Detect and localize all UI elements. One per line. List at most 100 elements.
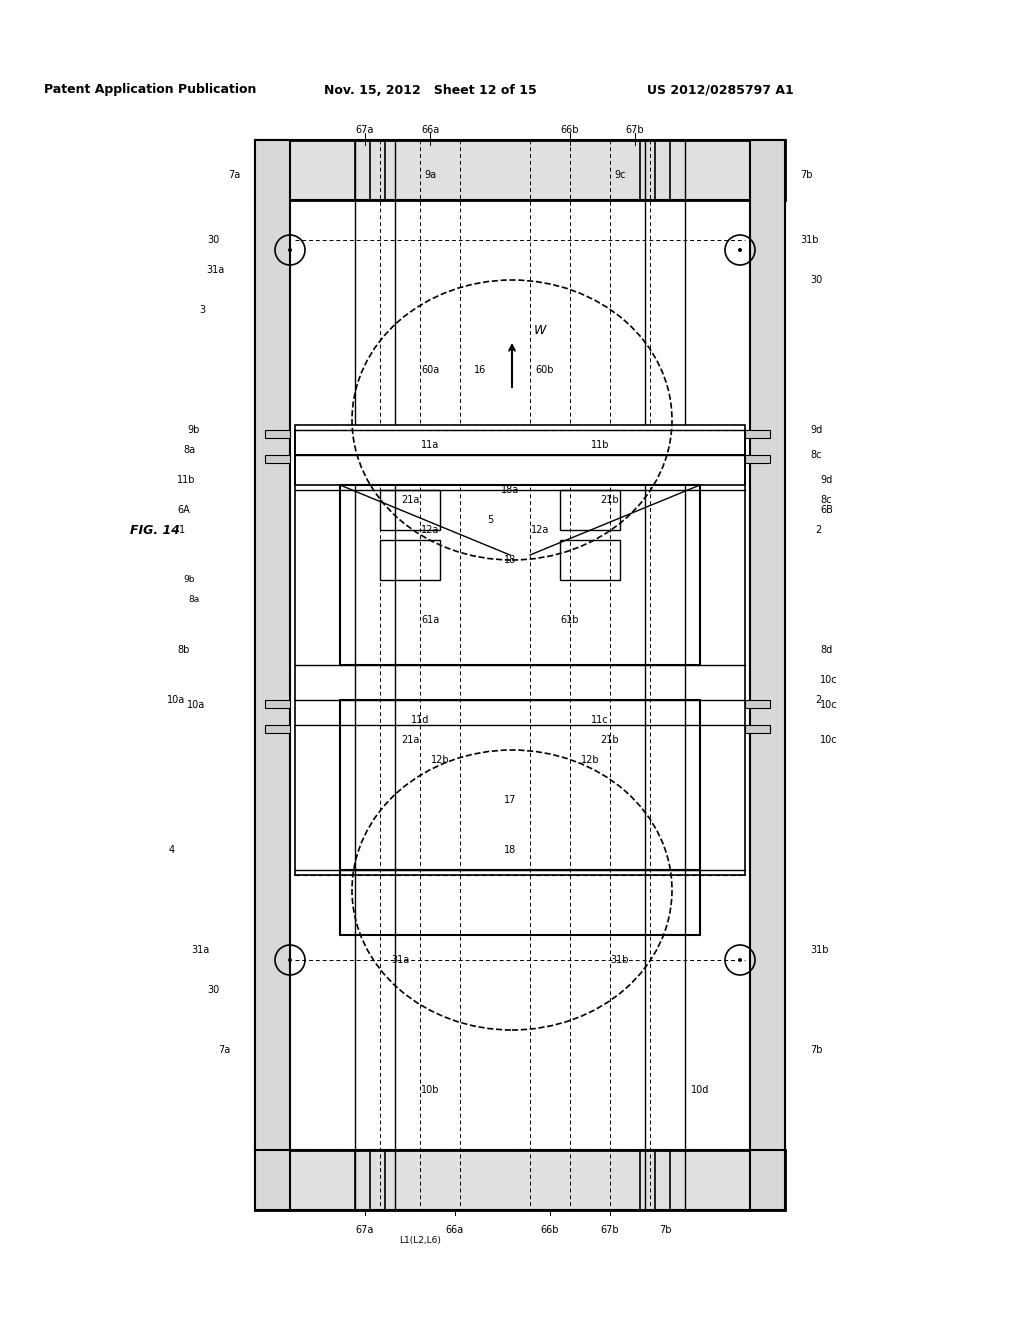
Text: 16: 16 xyxy=(474,366,486,375)
Text: 8c: 8c xyxy=(820,495,831,506)
Text: 1: 1 xyxy=(179,525,185,535)
Bar xyxy=(745,725,770,733)
Text: 9a: 9a xyxy=(424,170,436,180)
Text: 8a: 8a xyxy=(183,445,195,455)
Text: 2: 2 xyxy=(815,525,821,535)
Text: L1(L2,L6): L1(L2,L6) xyxy=(399,1236,441,1245)
Text: 11d: 11d xyxy=(411,715,429,725)
Text: 66b: 66b xyxy=(541,1225,559,1236)
Text: 21b: 21b xyxy=(601,735,620,744)
Text: 12a: 12a xyxy=(530,525,549,535)
Bar xyxy=(255,140,785,1210)
Bar xyxy=(265,430,290,438)
Text: 67a: 67a xyxy=(355,125,374,135)
Text: 9b: 9b xyxy=(187,425,200,436)
Text: 30: 30 xyxy=(208,985,220,995)
Circle shape xyxy=(288,248,292,252)
Text: 31b: 31b xyxy=(610,954,630,965)
Text: 11b: 11b xyxy=(176,475,195,484)
Text: 11a: 11a xyxy=(421,440,439,450)
Text: 8b: 8b xyxy=(177,645,190,655)
Text: 66a: 66a xyxy=(421,125,439,135)
Text: 67b: 67b xyxy=(626,125,644,135)
Bar xyxy=(255,140,785,201)
Bar xyxy=(255,140,290,1210)
Bar xyxy=(255,1150,785,1210)
Text: 30: 30 xyxy=(810,275,822,285)
Text: W: W xyxy=(534,323,546,337)
Text: 8d: 8d xyxy=(820,645,833,655)
Text: 7b: 7b xyxy=(658,1225,672,1236)
Bar xyxy=(560,490,620,531)
Text: 9b: 9b xyxy=(183,576,195,585)
Text: 7b: 7b xyxy=(810,1045,822,1055)
Text: 18: 18 xyxy=(504,845,516,855)
Text: 8a: 8a xyxy=(188,595,200,605)
Text: US 2012/0285797 A1: US 2012/0285797 A1 xyxy=(646,83,794,96)
Text: 66b: 66b xyxy=(561,125,580,135)
Text: 11c: 11c xyxy=(591,715,609,725)
Bar xyxy=(380,490,440,531)
Text: 10a: 10a xyxy=(167,696,185,705)
Text: 6A: 6A xyxy=(177,506,190,515)
Bar xyxy=(295,455,745,484)
Bar xyxy=(265,700,290,708)
Text: 4: 4 xyxy=(169,845,175,855)
Bar xyxy=(265,725,290,733)
Text: Patent Application Publication: Patent Application Publication xyxy=(44,83,256,96)
Bar xyxy=(295,425,745,455)
Text: Nov. 15, 2012   Sheet 12 of 15: Nov. 15, 2012 Sheet 12 of 15 xyxy=(324,83,537,96)
Text: 10c: 10c xyxy=(820,675,838,685)
Bar xyxy=(265,455,290,463)
Text: 31a: 31a xyxy=(191,945,210,954)
Text: 10b: 10b xyxy=(421,1085,439,1096)
Bar xyxy=(380,540,440,579)
Text: 6B: 6B xyxy=(820,506,833,515)
Text: 60b: 60b xyxy=(536,366,554,375)
Text: 21a: 21a xyxy=(400,495,419,506)
Text: 66a: 66a xyxy=(445,1225,464,1236)
Text: 31a: 31a xyxy=(207,265,225,275)
Bar xyxy=(745,700,770,708)
Text: 7b: 7b xyxy=(800,170,812,180)
Text: 61a: 61a xyxy=(421,615,439,624)
Text: 2: 2 xyxy=(815,696,821,705)
Text: 7a: 7a xyxy=(218,1045,230,1055)
Text: 21a: 21a xyxy=(400,735,419,744)
Bar xyxy=(340,484,700,665)
Bar xyxy=(745,455,770,463)
Bar xyxy=(340,870,700,935)
Text: FIG. 14: FIG. 14 xyxy=(130,524,180,536)
Circle shape xyxy=(288,958,292,962)
Text: 5: 5 xyxy=(486,515,494,525)
Text: 12b: 12b xyxy=(431,755,450,766)
Text: 10a: 10a xyxy=(186,700,205,710)
Text: 3: 3 xyxy=(199,305,205,315)
Text: 30: 30 xyxy=(208,235,220,246)
Text: 21b: 21b xyxy=(601,495,620,506)
Text: 31b: 31b xyxy=(800,235,818,246)
Text: 18a: 18a xyxy=(501,484,519,495)
Text: 61b: 61b xyxy=(561,615,580,624)
Bar xyxy=(745,430,770,438)
Bar xyxy=(340,700,700,870)
Text: 31a: 31a xyxy=(391,954,410,965)
Text: 60a: 60a xyxy=(421,366,439,375)
Text: 12a: 12a xyxy=(421,525,439,535)
Bar xyxy=(750,140,785,1210)
Text: 9d: 9d xyxy=(820,475,833,484)
Text: 31b: 31b xyxy=(810,945,828,954)
Bar xyxy=(560,540,620,579)
Text: 9d: 9d xyxy=(810,425,822,436)
Text: 67a: 67a xyxy=(355,1225,374,1236)
Text: 18: 18 xyxy=(504,554,516,565)
Text: 12b: 12b xyxy=(581,755,599,766)
Text: 8c: 8c xyxy=(810,450,821,459)
Text: 10d: 10d xyxy=(691,1085,710,1096)
Text: 10c: 10c xyxy=(820,735,838,744)
Circle shape xyxy=(738,958,742,962)
Text: 11b: 11b xyxy=(591,440,609,450)
Text: 17: 17 xyxy=(504,795,516,805)
Text: 10c: 10c xyxy=(820,700,838,710)
Text: 9c: 9c xyxy=(614,170,626,180)
